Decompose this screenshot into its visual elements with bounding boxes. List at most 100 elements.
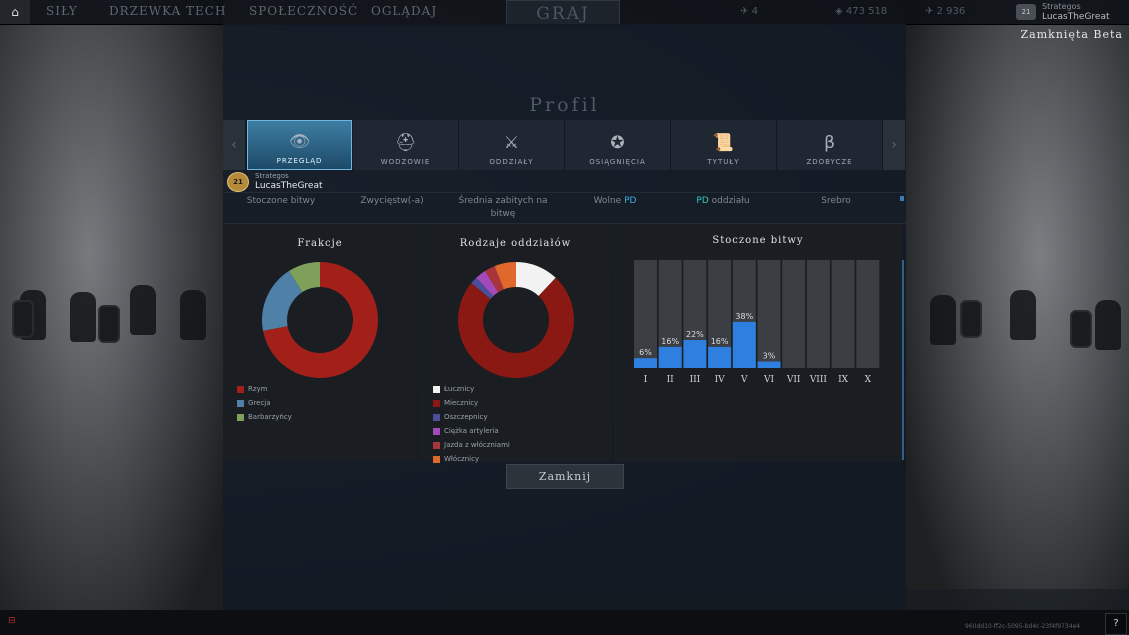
factions-panel: Frakcje Rzym Grecja Barbarzyńcy [223, 224, 417, 462]
x-tick-label: IX [838, 375, 849, 385]
stat-silver: Srebro [821, 196, 851, 206]
stat-unit-label: oddziału [711, 196, 750, 206]
stat-free-label: Wolne [593, 196, 622, 206]
tab-trophies[interactable]: β ZDOBYCZE [777, 120, 883, 170]
legend-row-archers: Łucznicy [433, 382, 510, 396]
factions-slice-0 [263, 262, 378, 378]
x-tick-label: V [740, 375, 748, 385]
home-button[interactable]: ⌂ [0, 0, 30, 24]
close-button[interactable]: Zamknij [506, 464, 624, 489]
x-tick-label: III [690, 375, 701, 385]
stats-scroll-indicator[interactable] [900, 196, 904, 201]
bar-track [658, 260, 682, 368]
player-rank-title: Strategos [255, 172, 289, 180]
legend-swatch [433, 455, 440, 463]
bar-track [806, 260, 830, 368]
x-tick-label: I [644, 375, 648, 385]
unit-types-panel: Rodzaje oddziałów Łucznicy Miecznicy Osz… [419, 224, 612, 463]
profile-tabs: ‹ 👁 PRZEGLĄD ⛑ WODZOWIE ⚔ ODDZIAŁY ✪ OSI… [223, 120, 906, 170]
legend-label: Łucznicy [444, 385, 475, 393]
tab-label: TYTUŁY [707, 158, 740, 166]
stat-free-pd: PD [624, 196, 637, 206]
battles-chart-title: Stoczone bitwy [712, 235, 804, 246]
nav-community[interactable]: SPOŁECZNOŚĆ [249, 4, 359, 18]
bar-value-label: 16% [661, 337, 679, 346]
legend-swatch [237, 385, 244, 393]
user-title: Strategos [1042, 2, 1081, 11]
tabs-prev-button[interactable]: ‹ [223, 120, 245, 170]
units-slice-2 [471, 277, 494, 299]
shield-silhouette [960, 300, 982, 338]
tab-overview[interactable]: 👁 PRZEGLĄD [247, 120, 352, 170]
soldier-silhouette [180, 290, 206, 340]
help-button[interactable]: ? [1105, 613, 1127, 635]
bar-III [683, 340, 707, 368]
x-tick-label: X [865, 375, 872, 385]
legend-swatch [433, 441, 440, 449]
footer-bar [0, 610, 1129, 635]
bar-track [757, 260, 781, 368]
legend-row-heavy-artillery: Ciężka artyleria [433, 424, 510, 438]
legend-label: Włócznicy [444, 455, 480, 463]
session-id: 960dd10-ff2c-5095-bd4c-23f4f9734e4 [965, 623, 1081, 630]
shield-silhouette [12, 300, 34, 338]
legend-label: Oszczepnicy [444, 413, 488, 421]
nav-tech-trees[interactable]: DRZEWKA TECH [109, 4, 227, 18]
legend-row-lancer-cavalry: Jazda z włóczniami [433, 438, 510, 452]
factions-legend: Rzym Grecja Barbarzyńcy [237, 382, 292, 424]
x-tick-label: VIII [809, 375, 828, 385]
legend-row-barbarians: Barbarzyńcy [237, 410, 292, 424]
bar-track [708, 260, 732, 368]
stat-unit-pd: PD [696, 196, 709, 206]
tab-generals[interactable]: ⛑ WODZOWIE [353, 120, 459, 170]
soldier-silhouette [930, 295, 956, 345]
nav-forces[interactable]: SIŁY [46, 4, 78, 18]
stat-avg-kills: Średnia zabitych na bitwę [453, 195, 553, 221]
bar-V [732, 321, 756, 368]
shield-silhouette [1070, 310, 1092, 348]
battles-bar-chart: 6% I 16% II 22% III 16% IV 38% V 3% VI VII VIII IX X [634, 260, 880, 385]
resource-silver: ◈ 473 518 [835, 6, 888, 17]
user-info[interactable]: Strategos LucasTheGreat [1042, 2, 1110, 22]
eye-emblem-icon: 👁 [288, 132, 311, 152]
content-scrollbar[interactable] [901, 260, 904, 460]
legend-row-greece: Grecja [237, 396, 292, 410]
units-slice-1 [458, 277, 574, 378]
legend-label: Jazda z włóczniami [444, 441, 510, 449]
factions-title: Frakcje [297, 238, 343, 249]
units-slice-0 [516, 262, 556, 296]
player-name: LucasTheGreat [255, 181, 323, 191]
tab-label: OSIĄGNIĘCIA [589, 158, 646, 166]
nav-watch[interactable]: OGLĄDAJ [371, 4, 438, 18]
x-tick-label: VI [763, 375, 774, 385]
legend-label: Barbarzyńcy [248, 413, 292, 421]
tab-units[interactable]: ⚔ ODDZIAŁY [459, 120, 565, 170]
resource-gold: ✈ 2 936 [925, 6, 966, 17]
tab-label: WODZOWIE [380, 158, 431, 166]
profile-modal: Profil ‹ 👁 PRZEGLĄD ⛑ WODZOWIE ⚔ ODDZIAŁ… [223, 24, 1129, 635]
alert-icon[interactable]: ⊟ [8, 616, 16, 626]
factions-slice-2 [288, 262, 320, 293]
tab-titles[interactable]: 📜 TYTUŁY [671, 120, 777, 170]
legend-label: Miecznicy [444, 399, 479, 407]
x-tick-label: II [667, 375, 675, 385]
user-rank-badge: 21 [1016, 4, 1036, 20]
soldier-silhouette [1010, 290, 1036, 340]
bar-track [831, 260, 855, 368]
legend-swatch [237, 399, 244, 407]
bar-value-label: 6% [639, 348, 652, 357]
tab-achievements[interactable]: ✪ OSIĄGNIĘCIA [565, 120, 671, 170]
play-button[interactable]: GRAJ [506, 0, 620, 28]
battles-panel: Stoczone bitwy 6% I 16% II 22% III 16% IV 38% V 3%… [614, 224, 902, 462]
shield-silhouette [98, 305, 120, 343]
soldier-silhouette [70, 292, 96, 342]
closed-beta-label: Zamknięta Beta [1020, 28, 1123, 41]
stat-wins: Zwycięstw(-a) [360, 196, 424, 206]
bar-value-label: 22% [686, 330, 704, 339]
legend-label: Rzym [248, 385, 268, 393]
tab-label: ODDZIAŁY [489, 158, 534, 166]
stat-free-xp: Wolne PD [585, 195, 645, 208]
bar-value-label: 38% [735, 312, 753, 321]
tabs-next-button[interactable]: › [883, 120, 905, 170]
unit-types-donut-chart [458, 262, 574, 378]
